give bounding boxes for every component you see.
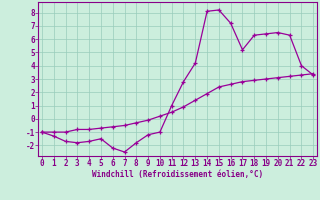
X-axis label: Windchill (Refroidissement éolien,°C): Windchill (Refroidissement éolien,°C) xyxy=(92,170,263,179)
